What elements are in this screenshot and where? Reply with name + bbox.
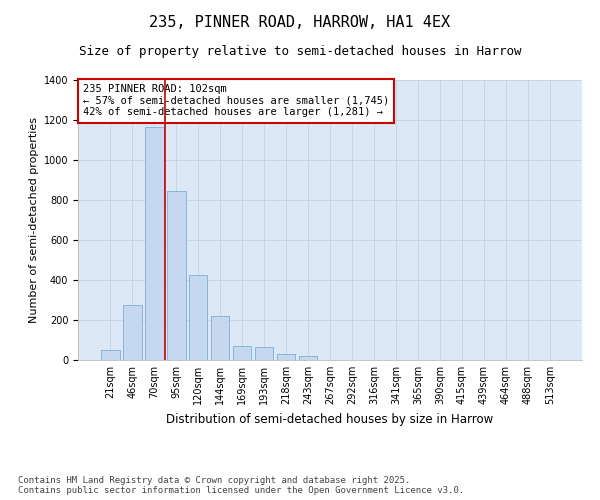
Text: Contains HM Land Registry data © Crown copyright and database right 2025.
Contai: Contains HM Land Registry data © Crown c…: [18, 476, 464, 495]
Bar: [277, 354, 295, 360]
Bar: [233, 346, 251, 360]
X-axis label: Distribution of semi-detached houses by size in Harrow: Distribution of semi-detached houses by …: [166, 412, 494, 426]
Bar: [299, 356, 317, 360]
Bar: [101, 350, 119, 360]
Text: 235 PINNER ROAD: 102sqm
← 57% of semi-detached houses are smaller (1,745)
42% of: 235 PINNER ROAD: 102sqm ← 57% of semi-de…: [83, 84, 389, 117]
Text: 235, PINNER ROAD, HARROW, HA1 4EX: 235, PINNER ROAD, HARROW, HA1 4EX: [149, 15, 451, 30]
Text: Size of property relative to semi-detached houses in Harrow: Size of property relative to semi-detach…: [79, 45, 521, 58]
Bar: [123, 305, 142, 360]
Bar: [145, 127, 164, 360]
Bar: [211, 316, 229, 360]
Y-axis label: Number of semi-detached properties: Number of semi-detached properties: [29, 117, 40, 323]
Bar: [167, 191, 185, 360]
Bar: [255, 347, 274, 360]
Bar: [189, 275, 208, 360]
